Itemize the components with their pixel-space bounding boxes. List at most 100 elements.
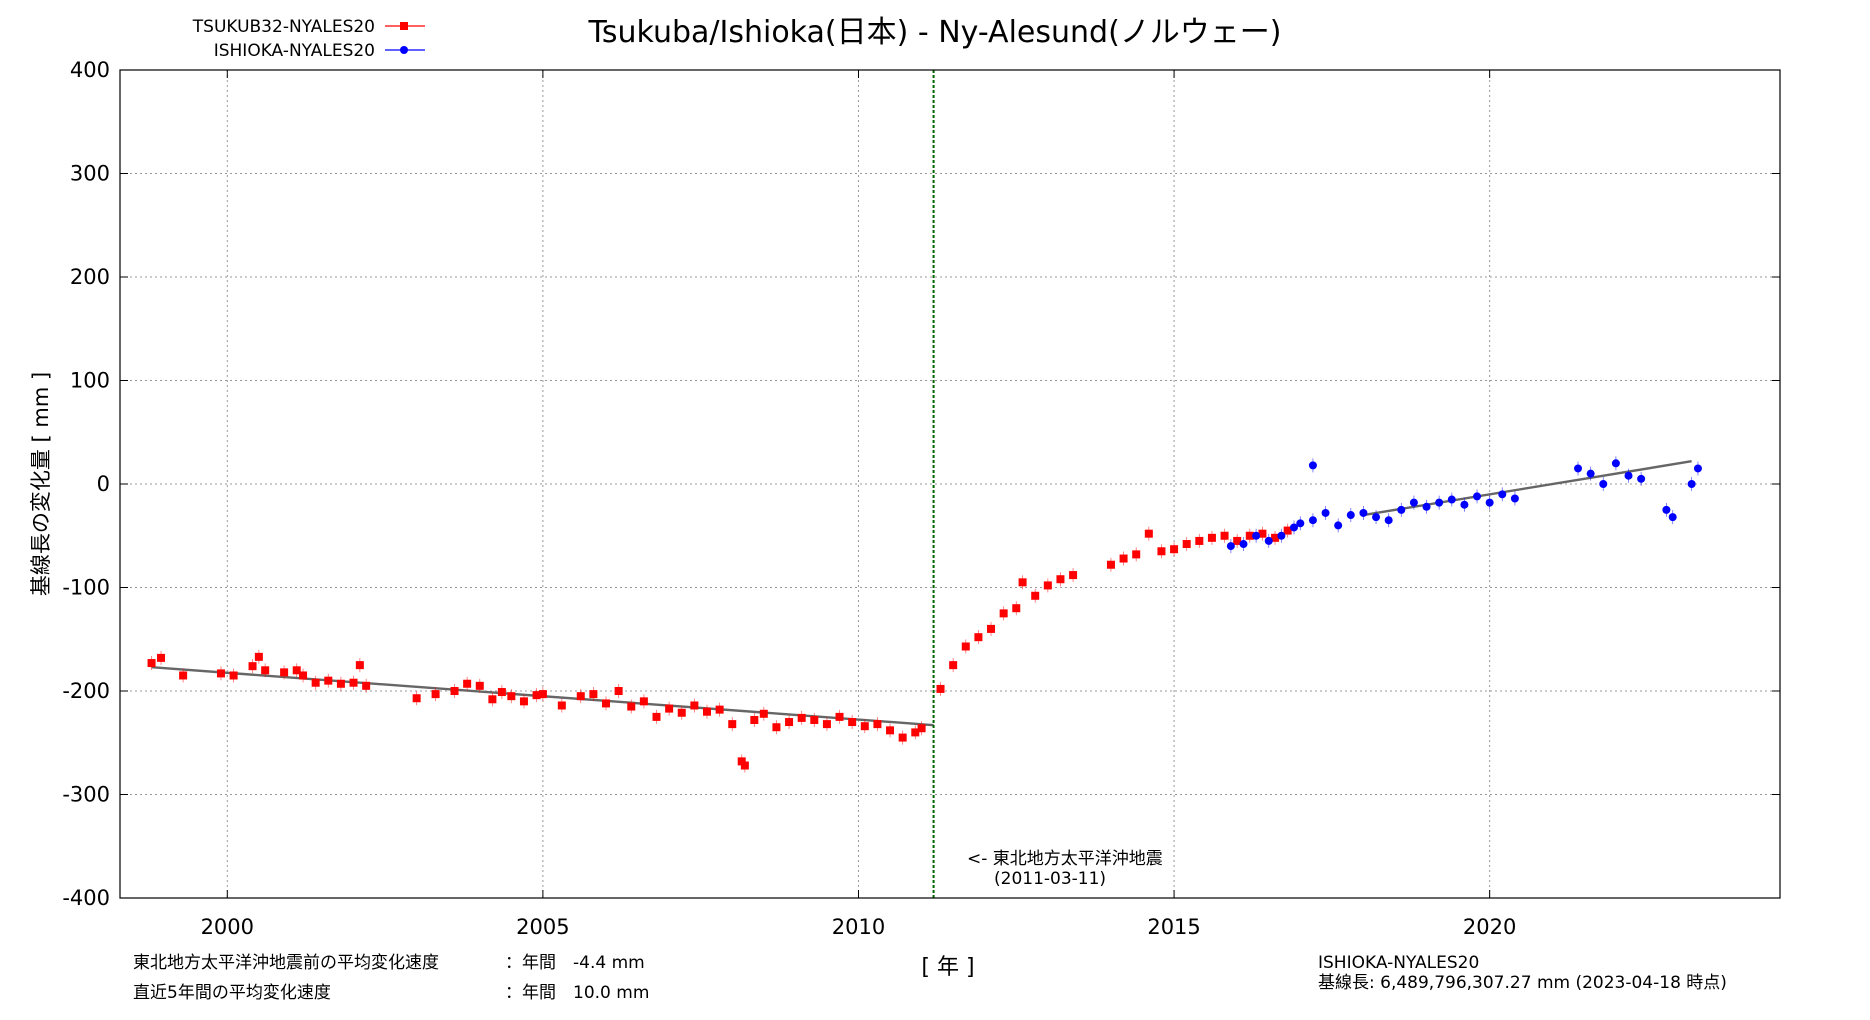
data-point-ishioka <box>1239 540 1248 549</box>
data-point-tsukuba <box>229 671 238 680</box>
data-point-ishioka <box>1693 464 1702 473</box>
chart-title: Tsukuba/Ishioka(日本) - Ny-Alesund(ノルウェー) <box>588 15 1282 50</box>
data-point-tsukuba <box>987 624 996 633</box>
data-point-tsukuba <box>1233 536 1242 545</box>
y-tick-label: 0 <box>97 472 110 496</box>
data-point-tsukuba <box>324 676 333 685</box>
data-point-tsukuba <box>848 718 857 727</box>
x-axis-label: [ 年 ] <box>921 955 974 980</box>
data-point-tsukuba <box>886 726 895 735</box>
x-tick-label: 2020 <box>1463 915 1516 939</box>
legend: TSUKUB32-NYALES20 ISHIOKA-NYALES20 <box>192 17 425 61</box>
data-points <box>147 456 1702 773</box>
data-point-tsukuba <box>1018 578 1027 587</box>
data-point-ishioka <box>1662 505 1671 514</box>
legend-marker-tsukuba <box>400 22 408 30</box>
data-point-tsukuba <box>475 681 484 690</box>
data-point-ishioka <box>1611 459 1620 468</box>
grid-lines <box>120 70 1780 898</box>
y-tick-label: 300 <box>70 162 110 186</box>
data-point-tsukuba <box>737 757 746 766</box>
data-point-tsukuba <box>639 697 648 706</box>
data-point-tsukuba <box>797 713 806 722</box>
data-point-tsukuba <box>147 659 156 668</box>
data-point-tsukuba <box>254 652 263 661</box>
data-point-ishioka <box>1637 474 1646 483</box>
data-point-tsukuba <box>311 678 320 687</box>
data-point-ishioka <box>1252 531 1261 540</box>
data-point-ishioka <box>1422 502 1431 511</box>
data-point-tsukuba <box>589 690 598 699</box>
x-tick-label: 2005 <box>516 915 569 939</box>
data-point-tsukuba <box>261 666 270 675</box>
data-point-ishioka <box>1510 494 1519 503</box>
data-point-tsukuba <box>1043 581 1052 590</box>
data-point-tsukuba <box>349 678 358 687</box>
data-point-ishioka <box>1485 498 1494 507</box>
data-point-tsukuba <box>1271 533 1280 542</box>
data-point-tsukuba <box>627 702 636 711</box>
data-point-ishioka <box>1498 490 1507 499</box>
data-point-tsukuba <box>652 712 661 721</box>
earthquake-date: (2011-03-11) <box>994 869 1106 889</box>
data-point-tsukuba <box>280 668 289 677</box>
data-point-ishioka <box>1397 505 1406 514</box>
data-point-tsukuba <box>157 653 166 662</box>
data-point-tsukuba <box>1119 554 1128 563</box>
data-point-ishioka <box>1372 513 1381 522</box>
data-point-ishioka <box>1409 498 1418 507</box>
data-point-ishioka <box>1624 471 1633 480</box>
data-point-tsukuba <box>1012 604 1021 613</box>
data-point-tsukuba <box>507 692 516 701</box>
data-point-tsukuba <box>759 709 768 718</box>
data-point-ishioka <box>1435 498 1444 507</box>
data-point-ishioka <box>1574 464 1583 473</box>
data-point-tsukuba <box>1220 531 1229 540</box>
data-point-tsukuba <box>999 609 1008 618</box>
data-point-tsukuba <box>557 701 566 710</box>
data-point-tsukuba <box>1106 560 1115 569</box>
data-point-tsukuba <box>898 733 907 742</box>
data-point-tsukuba <box>1144 529 1153 538</box>
rate-before-label: 東北地方太平洋沖地震前の平均変化速度 <box>133 953 439 973</box>
y-tick-label: -100 <box>62 576 110 600</box>
rate-recent-label: 直近5年間の平均変化速度 <box>133 983 331 1003</box>
data-point-tsukuba <box>665 704 674 713</box>
y-tick-label: 400 <box>70 58 110 82</box>
y-axis-label: 基線長の変化量 [ mm ] <box>29 372 53 596</box>
data-point-tsukuba <box>1031 591 1040 600</box>
x-tick-label: 2015 <box>1147 915 1200 939</box>
data-point-tsukuba <box>292 666 301 675</box>
data-point-tsukuba <box>1069 571 1078 580</box>
baseline-name: ISHIOKA-NYALES20 <box>1318 953 1479 973</box>
data-point-ishioka <box>1599 480 1608 488</box>
data-point-tsukuba <box>974 633 983 642</box>
data-point-ishioka <box>1264 536 1273 545</box>
trend-lines <box>151 460 1692 727</box>
data-point-tsukuba <box>299 671 308 680</box>
data-point-tsukuba <box>860 722 869 731</box>
data-point-tsukuba <box>835 712 844 721</box>
data-point-tsukuba <box>179 671 188 680</box>
data-point-ishioka <box>1586 469 1595 478</box>
rate-recent-value: ：年間 10.0 mm <box>505 983 649 1003</box>
data-point-ishioka <box>1346 511 1355 520</box>
data-point-tsukuba <box>702 707 711 716</box>
data-point-tsukuba <box>1170 545 1179 554</box>
data-point-tsukuba <box>961 642 970 651</box>
data-point-tsukuba <box>690 701 699 710</box>
data-point-tsukuba <box>1258 529 1267 538</box>
data-point-ishioka <box>1460 500 1469 509</box>
data-point-tsukuba <box>488 695 497 704</box>
data-point-tsukuba <box>450 687 459 695</box>
data-point-ishioka <box>1308 461 1317 470</box>
earthquake-label: <- 東北地方太平洋沖地震 <box>967 849 1163 869</box>
data-point-ishioka <box>1359 508 1368 517</box>
data-point-tsukuba <box>538 690 547 699</box>
data-point-tsukuba <box>1245 531 1254 540</box>
data-point-tsukuba <box>728 720 737 729</box>
data-point-tsukuba <box>949 661 958 670</box>
data-point-ishioka <box>1384 516 1393 525</box>
data-point-tsukuba <box>715 705 724 714</box>
data-point-tsukuba <box>810 715 819 724</box>
